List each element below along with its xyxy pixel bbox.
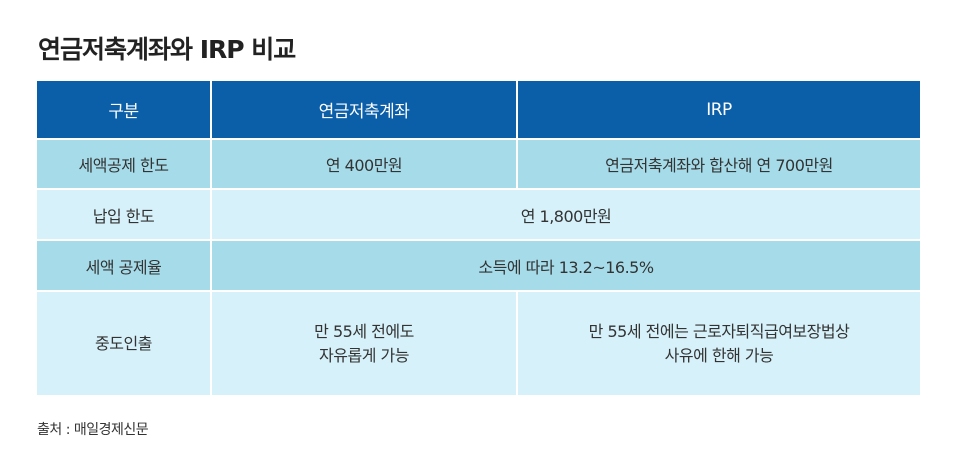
table-row: 납입 한도 연 1,800만원 <box>37 188 920 240</box>
source-note: 출처 : 매일경제신문 <box>37 422 149 438</box>
table-row: 세액 공제율 소득에 따라 13.2~16.5% <box>37 239 920 291</box>
table-header-row: 구분 연금저축계좌 IRP <box>37 81 920 139</box>
cell-line: 만 55세 전에도 <box>314 321 414 341</box>
table-row: 세액공제 한도 연 400만원 연금저축계좌와 합산해 연 700만원 <box>37 138 920 189</box>
cell-merged: 소득에 따라 13.2~16.5% <box>211 239 920 291</box>
cell-line: 만 55세 전에는 근로자퇴직급여보장법상 <box>588 321 850 341</box>
page-title: 연금저축계좌와 IRP 비교 <box>38 35 296 64</box>
cell-pension-savings: 연 400만원 <box>211 138 518 189</box>
header-pension-savings: 연금저축계좌 <box>211 81 518 139</box>
cell-irp: 연금저축계좌와 합산해 연 700만원 <box>517 138 920 189</box>
header-irp: IRP <box>517 81 920 139</box>
cell-irp: 만 55세 전에는 근로자퇴직급여보장법상 사유에 한해 가능 <box>517 290 920 395</box>
row-label: 중도인출 <box>37 290 212 395</box>
row-label: 세액공제 한도 <box>37 138 212 189</box>
row-label: 납입 한도 <box>37 188 212 240</box>
cell-pension-savings: 만 55세 전에도 자유롭게 가능 <box>211 290 518 395</box>
comparison-table: 구분 연금저축계좌 IRP 세액공제 한도 연 400만원 연금저축계좌와 합산… <box>37 81 920 395</box>
cell-merged: 연 1,800만원 <box>211 188 920 240</box>
table-row: 중도인출 만 55세 전에도 자유롭게 가능 만 55세 전에는 근로자퇴직급여… <box>37 290 920 395</box>
cell-line: 자유롭게 가능 <box>319 345 409 365</box>
cell-line: 사유에 한해 가능 <box>664 345 774 365</box>
header-category: 구분 <box>37 81 212 139</box>
row-label: 세액 공제율 <box>37 239 212 291</box>
